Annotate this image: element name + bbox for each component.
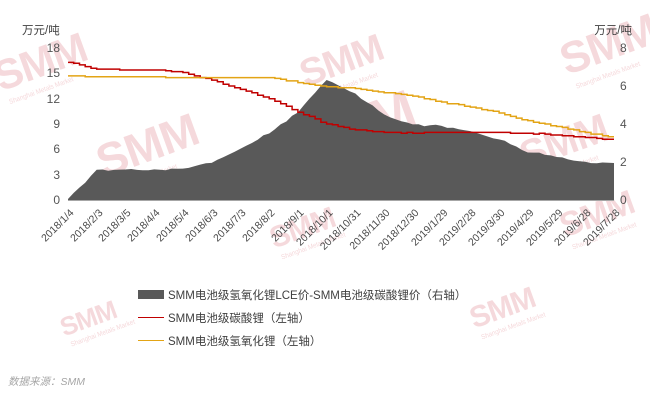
y-left-tick-label: 9: [53, 117, 60, 131]
line-series-carbonate: [68, 61, 614, 140]
legend-item-label: SMM电池级氢氧化锂（左轴）: [168, 335, 322, 348]
legend-item-label: SMM电池级氢氧化锂LCE价-SMM电池级碳酸锂价（右轴）: [168, 289, 467, 302]
right-axis-unit-label: 万元/吨: [594, 25, 632, 37]
y-right-tick-label: 0: [620, 193, 627, 207]
y-left-tick-label: 0: [53, 193, 60, 207]
legend-item-label: SMM电池级碳酸锂（左轴）: [168, 312, 310, 325]
area-series-lce-spread: [68, 80, 614, 200]
line-series-hydroxide: [68, 75, 614, 138]
y-right-tick-label: 8: [620, 41, 627, 55]
legend-swatch-line: [138, 317, 164, 318]
y-left-tick-label: 18: [46, 41, 60, 55]
legend-item[interactable]: SMM电池级氢氧化锂LCE价-SMM电池级碳酸锂价（右轴）: [0, 283, 650, 306]
y-right-tick-label: 6: [620, 79, 627, 93]
y-left-tick-label: 12: [46, 91, 60, 106]
y-left-tick-label: 6: [53, 142, 60, 157]
left-axis-unit-label: 万元/吨: [22, 25, 60, 37]
plot-area: [68, 48, 614, 201]
legend-swatch-line: [138, 340, 164, 341]
legend-item[interactable]: SMM电池级氢氧化锂（左轴）: [0, 329, 650, 352]
source-note: 数据来源：SMM: [8, 376, 85, 388]
y-right-tick-label: 4: [620, 117, 627, 131]
y-right-tick-label: 2: [620, 155, 627, 169]
y-left-tick-label: 15: [46, 66, 60, 81]
chart-svg: [68, 61, 614, 201]
legend-swatch-area: [138, 290, 164, 299]
y-left-tick-label: 3: [53, 167, 60, 182]
legend-item[interactable]: SMM电池级碳酸锂（左轴）: [0, 306, 650, 329]
chart-legend: SMM电池级氢氧化锂LCE价-SMM电池级碳酸锂价（右轴） SMM电池级碳酸锂（左…: [0, 283, 650, 352]
